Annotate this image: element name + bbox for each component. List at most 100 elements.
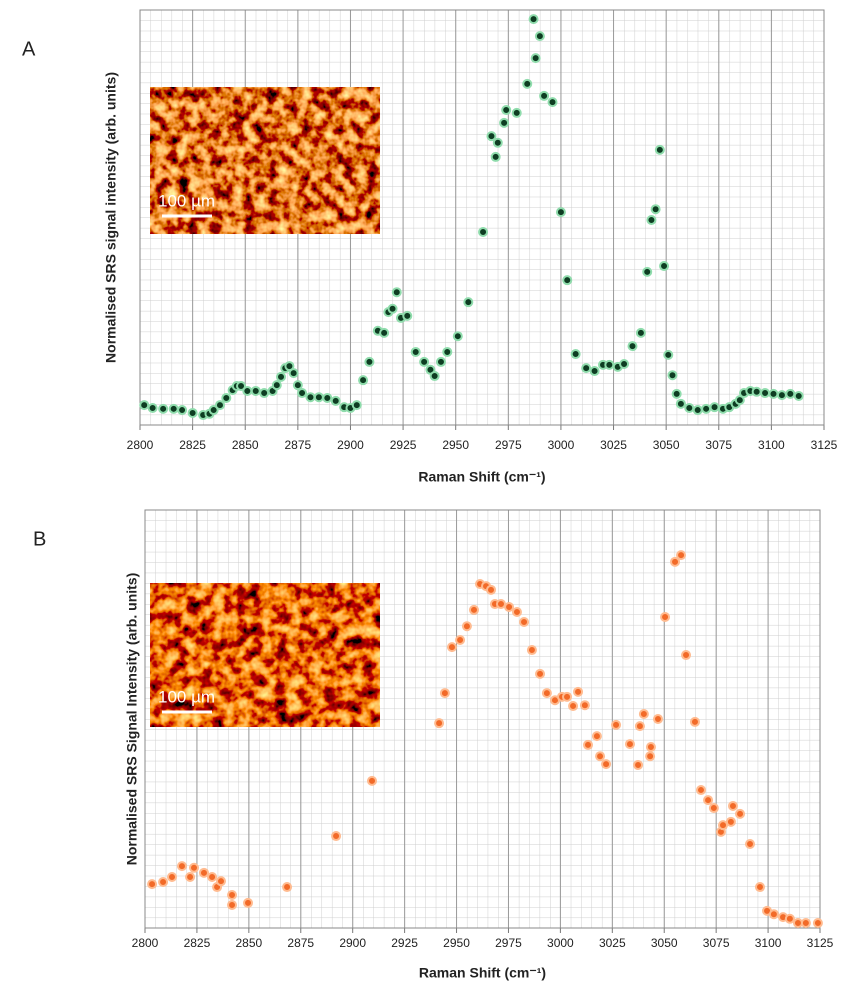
data-point [198, 867, 209, 878]
data-point [667, 370, 678, 381]
data-point [227, 900, 238, 911]
data-point [519, 617, 530, 628]
data-point [439, 688, 450, 699]
data-point [410, 346, 421, 357]
data-point [292, 380, 303, 391]
plot-frame [139, 9, 825, 426]
data-point [745, 838, 756, 849]
data-point [461, 621, 472, 632]
data-point [419, 356, 430, 367]
data-point [734, 395, 745, 406]
data-point [793, 390, 804, 401]
chart-panel: 2800 2825 2850 2875 2900 2925 2950 2975 3000 3025… [22, 9, 838, 485]
data-point [562, 275, 573, 286]
data-point [689, 716, 700, 727]
data-point [670, 556, 681, 567]
data-point [604, 359, 615, 370]
data-point [276, 371, 287, 382]
x-tick-label: 3000 [548, 438, 575, 452]
data-point [709, 402, 720, 413]
data-point [812, 917, 823, 928]
data-point [701, 403, 712, 414]
data-point [511, 606, 522, 617]
data-point [434, 718, 445, 729]
data-point [486, 131, 497, 142]
data-point [331, 831, 342, 842]
data-point [313, 392, 324, 403]
data-point [555, 207, 566, 218]
data-point [208, 405, 219, 416]
data-point [754, 882, 765, 893]
data-point [659, 261, 670, 272]
data-point [387, 303, 398, 314]
data-point [619, 358, 630, 369]
data-point [562, 691, 573, 702]
data-point [221, 393, 232, 404]
data-point [499, 117, 510, 128]
x-tick-label: 2900 [339, 936, 366, 950]
scale-bar-label: 100 µm [158, 191, 215, 210]
data-point [663, 349, 674, 360]
data-point [435, 356, 446, 367]
data-point [358, 375, 369, 386]
data-point [684, 402, 695, 413]
data-point [760, 388, 771, 399]
data-point [216, 876, 227, 887]
x-tick-label: 3000 [547, 936, 574, 950]
data-point [627, 341, 638, 352]
x-tick-label: 2975 [495, 438, 522, 452]
data-point [455, 634, 466, 645]
data-point [463, 297, 474, 308]
data-point [522, 78, 533, 89]
data-point [158, 877, 169, 888]
data-point [570, 349, 581, 360]
data-point [207, 872, 218, 883]
x-tick-label: 3075 [705, 438, 732, 452]
data-point [271, 380, 282, 391]
x-axis-label: Raman Shift (cm⁻¹) [419, 965, 546, 981]
data-point [185, 872, 196, 883]
data-point [446, 642, 457, 653]
data-point [528, 14, 539, 25]
x-tick-label: 3100 [755, 936, 782, 950]
data-point [581, 363, 592, 374]
data-point [379, 327, 390, 338]
data-point [735, 808, 746, 819]
data-point [725, 816, 736, 827]
data-point [168, 403, 179, 414]
x-tick-label: 3050 [653, 438, 680, 452]
data-point [650, 204, 661, 215]
x-tick-label: 2875 [287, 936, 314, 950]
y-axis-label: Normalised SRS Signal Intensity (arb. un… [124, 573, 140, 866]
data-point [547, 97, 558, 108]
inset-image [150, 87, 380, 234]
x-tick-label: 3025 [600, 438, 627, 452]
data-point [402, 310, 413, 321]
data-point [784, 913, 795, 924]
data-point [595, 751, 606, 762]
x-tick-label: 2850 [232, 438, 259, 452]
x-tick-label: 2800 [132, 936, 159, 950]
data-point [645, 742, 656, 753]
data-point [530, 53, 541, 64]
data-point [468, 604, 479, 615]
data-point [785, 388, 796, 399]
data-point [534, 31, 545, 42]
data-point [776, 390, 787, 401]
data-point [601, 759, 612, 770]
data-point [495, 599, 506, 610]
data-point [442, 346, 453, 357]
data-point [751, 386, 762, 397]
x-axis-label: Raman Shift (cm⁻¹) [418, 469, 545, 485]
data-point [638, 708, 649, 719]
x-tick-label: 3100 [758, 438, 785, 452]
x-tick-label: 2950 [442, 438, 469, 452]
x-tick-label: 2825 [184, 936, 211, 950]
data-point [692, 405, 703, 416]
data-point [611, 719, 622, 730]
data-point [624, 739, 635, 750]
data-point [282, 882, 293, 893]
x-tick-label: 3075 [703, 936, 730, 950]
data-point [501, 105, 512, 116]
